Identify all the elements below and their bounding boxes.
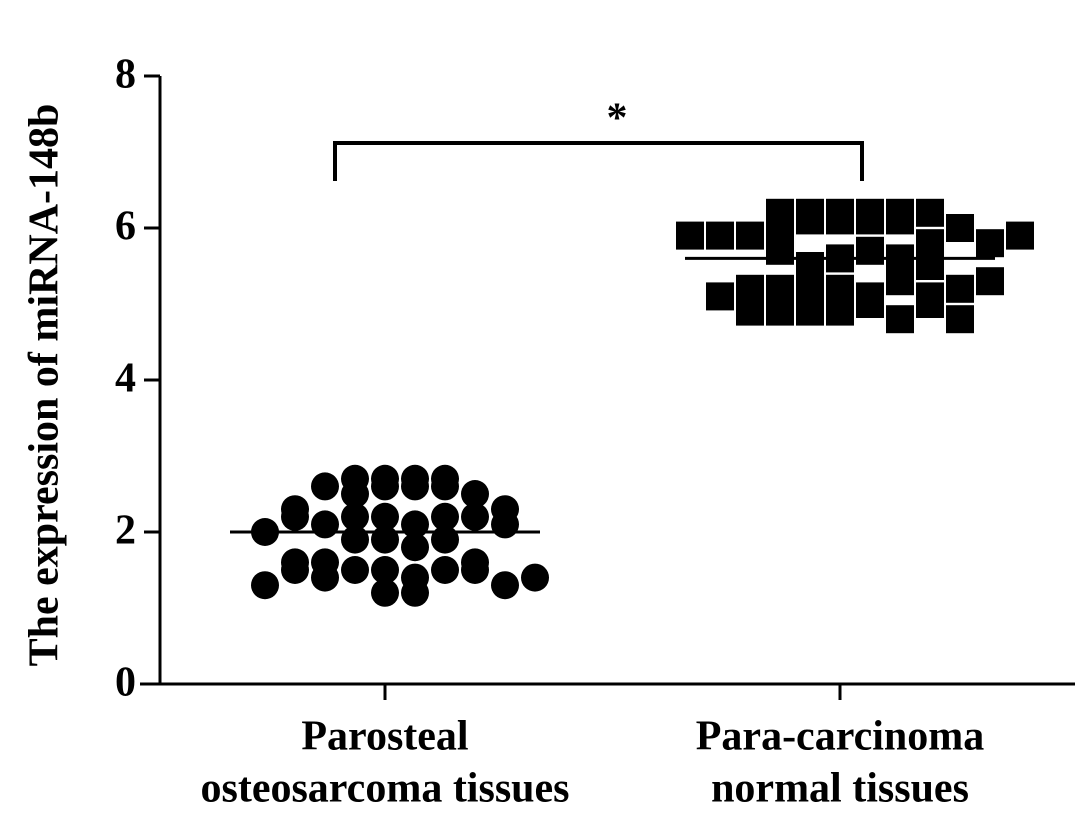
data-point	[371, 502, 399, 531]
data-point	[886, 305, 914, 334]
data-point	[796, 206, 824, 235]
data-point	[946, 305, 974, 334]
data-point	[371, 556, 399, 584]
x-tick-label: Para-carcinoma	[696, 714, 984, 760]
data-point	[916, 198, 944, 227]
data-point	[736, 297, 764, 326]
data-point	[976, 229, 1004, 258]
data-point	[371, 525, 399, 554]
y-tick-label: 4	[115, 356, 136, 402]
data-point	[856, 236, 884, 265]
y-axis-label: The expression of miRNA-148b	[22, 104, 68, 667]
data-point	[736, 221, 764, 250]
y-tick-label: 8	[115, 52, 136, 98]
data-point	[856, 206, 884, 235]
data-point	[946, 214, 974, 242]
y-tick-label: 2	[115, 508, 136, 554]
data-point	[371, 578, 399, 607]
data-point	[341, 556, 369, 584]
data-point	[766, 297, 794, 326]
data-point	[461, 502, 489, 531]
data-point	[946, 274, 974, 303]
data-point	[766, 236, 794, 265]
data-point	[431, 556, 459, 584]
data-point	[401, 578, 429, 607]
data-point	[886, 206, 914, 235]
data-point	[251, 571, 279, 600]
data-point	[826, 297, 854, 326]
y-tick-label: 6	[115, 204, 136, 250]
data-point	[431, 502, 459, 531]
data-point	[521, 563, 549, 592]
data-point	[916, 252, 944, 280]
data-point	[676, 221, 704, 250]
data-point	[1006, 221, 1034, 250]
data-point	[281, 556, 309, 584]
x-tick-label: normal tissues	[711, 766, 969, 812]
data-point	[856, 290, 884, 318]
data-point	[706, 282, 734, 311]
data-point	[916, 290, 944, 318]
data-point	[461, 556, 489, 584]
data-point	[311, 563, 339, 592]
data-point	[341, 525, 369, 554]
data-point	[886, 267, 914, 296]
data-point	[431, 464, 459, 493]
data-point	[976, 267, 1004, 296]
data-point	[491, 495, 519, 524]
x-tick-label: Parosteal	[301, 714, 468, 760]
data-point	[401, 533, 429, 562]
annotation: *	[607, 96, 628, 142]
data-point	[311, 510, 339, 539]
data-point	[826, 206, 854, 235]
data-point	[311, 472, 339, 501]
x-tick-label: osteosarcoma tissues	[200, 766, 569, 812]
data-point	[281, 502, 309, 531]
data-point	[706, 221, 734, 250]
data-point	[431, 525, 459, 554]
significance-bracket	[333, 141, 864, 181]
data-point	[371, 472, 399, 501]
data-point	[401, 472, 429, 501]
data-point	[461, 480, 489, 508]
y-tick-label: 0	[115, 660, 136, 706]
data-point	[341, 464, 369, 493]
data-point	[796, 297, 824, 326]
data-point	[341, 502, 369, 531]
data-point	[491, 571, 519, 600]
